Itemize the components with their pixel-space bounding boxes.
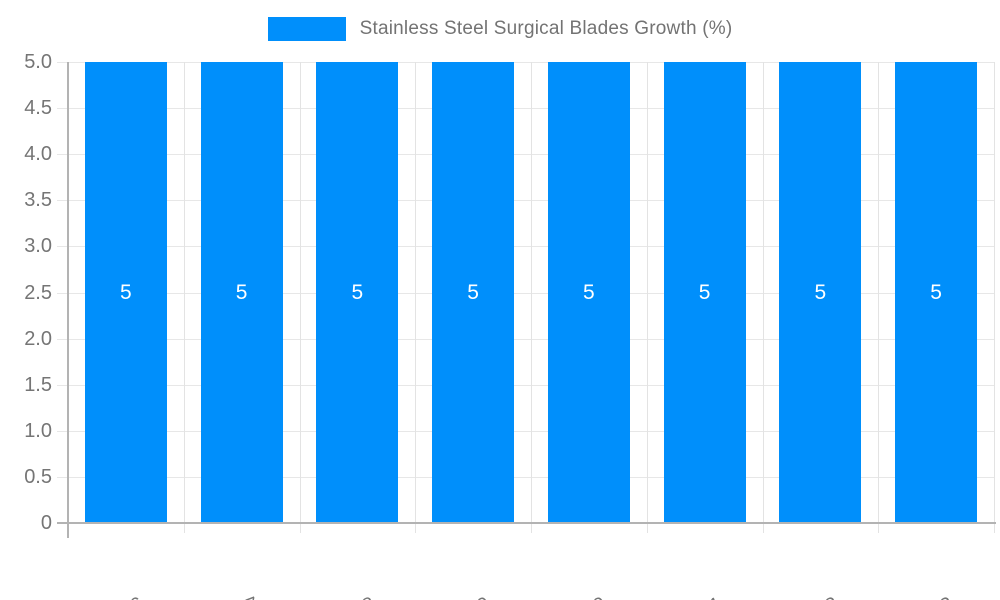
y-axis-tick-label: 0: [40, 512, 52, 534]
gridline-horizontal: [57, 246, 994, 248]
gridline-vertical: [299, 62, 301, 533]
y-axis-tick-label: 1.0: [24, 419, 52, 442]
x-axis-tick-label: 2026-2027: [164, 593, 262, 600]
bar[interactable]: 5: [200, 62, 283, 523]
bar-value-label: 5: [698, 280, 711, 304]
gridline-horizontal: [57, 200, 994, 202]
gridline-horizontal: [57, 476, 994, 478]
bar[interactable]: 5: [316, 62, 399, 523]
bar[interactable]: 5: [779, 62, 862, 523]
bar[interactable]: 5: [547, 62, 630, 523]
y-axis-tick-label: 0.5: [24, 465, 52, 488]
x-axis-tick-label: 2028-2029: [396, 593, 494, 600]
gridline-vertical: [531, 62, 532, 533]
x-axis-tick-label: 2031-2032: [743, 593, 841, 600]
y-axis-tick-label: 4.5: [24, 97, 52, 120]
y-axis-tick-label: 5.0: [24, 51, 52, 73]
gridline-horizontal: [57, 108, 994, 110]
gridline-horizontal: [57, 62, 994, 63]
gridline-horizontal: [57, 292, 994, 294]
gridline-horizontal: [57, 338, 994, 340]
bar-value-label: 5: [583, 280, 595, 304]
bar[interactable]: 5: [432, 62, 515, 523]
bar-value-label: 5: [120, 280, 132, 304]
y-axis-tick-label: 4.0: [24, 143, 52, 166]
x-axis-tick-label: 2030-2031: [627, 593, 725, 600]
legend-swatch-icon: [267, 17, 346, 41]
bar[interactable]: 5: [895, 62, 978, 523]
gridline-vertical: [762, 62, 764, 533]
y-axis-tick-label: 2.5: [24, 281, 52, 304]
y-axis-tick-label: 1.5: [24, 373, 52, 396]
legend-label: Stainless Steel Surgical Blades Growth (…: [359, 18, 733, 39]
y-axis-tick-label: 3.0: [24, 235, 52, 258]
y-axis-tick-label: 3.5: [24, 189, 52, 212]
gridline-horizontal: [57, 384, 994, 386]
bar-value-label: 5: [467, 280, 479, 304]
bar-value-label: 5: [930, 280, 942, 304]
bar-value-label: 5: [814, 280, 827, 304]
gridline-vertical: [183, 62, 185, 533]
gridline-vertical: [415, 62, 417, 533]
gridline-horizontal: [57, 430, 994, 432]
x-axis-tick-label: 2027-2028: [280, 593, 378, 600]
plot-area: 5 5 5 5 5 5 5 5 5.0 4.5 4.0 3.5 3.0 2.5 2.0 1.5 1.0 0.5 0 2…: [24, 51, 996, 600]
chart-legend: Stainless Steel Surgical Blades Growth (…: [0, 17, 1000, 41]
bar[interactable]: 5: [663, 62, 746, 523]
bar-value-label: 5: [351, 280, 364, 304]
gridline-vertical: [878, 62, 880, 533]
x-axis-tick-label: 2025-2026: [49, 593, 147, 600]
gridline-vertical: [994, 62, 995, 533]
gridline-vertical: [646, 62, 648, 533]
legend-item[interactable]: Stainless Steel Surgical Blades Growth (…: [267, 17, 733, 41]
bar[interactable]: 5: [84, 62, 167, 523]
y-axis-tick-label: 2.0: [24, 327, 52, 350]
y-axis-line: [67, 62, 69, 538]
x-axis-tick-label: 2029-2030: [512, 593, 610, 600]
gridline-horizontal: [57, 154, 994, 156]
x-axis-line: [57, 522, 996, 524]
x-axis-tick-label: 2032-2033: [859, 593, 957, 600]
bar-value-label: 5: [235, 280, 248, 304]
